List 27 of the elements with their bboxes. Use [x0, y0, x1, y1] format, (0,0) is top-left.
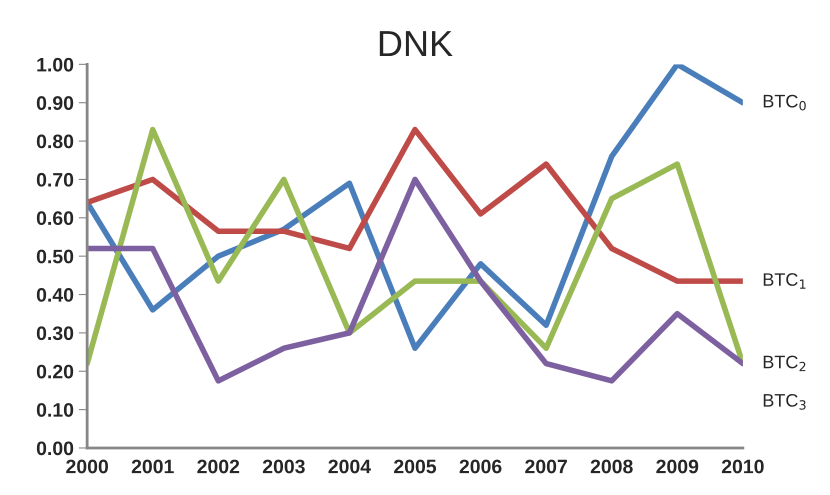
x-tick-label: 2010 [722, 460, 764, 474]
y-tick-label: 0.40 [36, 288, 74, 302]
y-tick-label: 0.60 [36, 211, 74, 226]
series-label: BTC$_{2}$ [764, 356, 806, 372]
x-tick-label: 2008 [590, 460, 633, 474]
y-tick-label: 0.10 [36, 403, 74, 417]
chart-title: DNK [380, 31, 453, 56]
y-tick-label: 0.90 [36, 96, 74, 110]
y-tick-label: 0.80 [36, 134, 74, 148]
x-tick-label: 2003 [262, 460, 305, 474]
y-tick-label: 0.20 [36, 364, 74, 378]
x-tick-label: 2002 [197, 460, 240, 474]
x-tick-label: 2001 [132, 460, 174, 474]
y-tick-label: 0.00 [36, 441, 74, 456]
y-tick-label: 1.00 [37, 58, 74, 72]
x-tick-label: 2005 [394, 460, 436, 474]
y-tick-label: 0.70 [36, 172, 74, 187]
series-label: BTC$_{1}$ [764, 273, 806, 289]
x-tick-label: 2004 [328, 460, 371, 474]
y-tick-label: 0.50 [36, 250, 74, 264]
y-tick-label: 0.30 [36, 326, 74, 340]
x-tick-label: 2000 [66, 460, 108, 474]
x-tick-label: 2007 [525, 460, 567, 474]
x-tick-label: 2009 [656, 460, 698, 474]
x-tick-label: 2006 [460, 460, 502, 474]
text: BTC$_{3}$ [764, 394, 806, 410]
series-label: BTC$_{0}$ [764, 94, 806, 110]
